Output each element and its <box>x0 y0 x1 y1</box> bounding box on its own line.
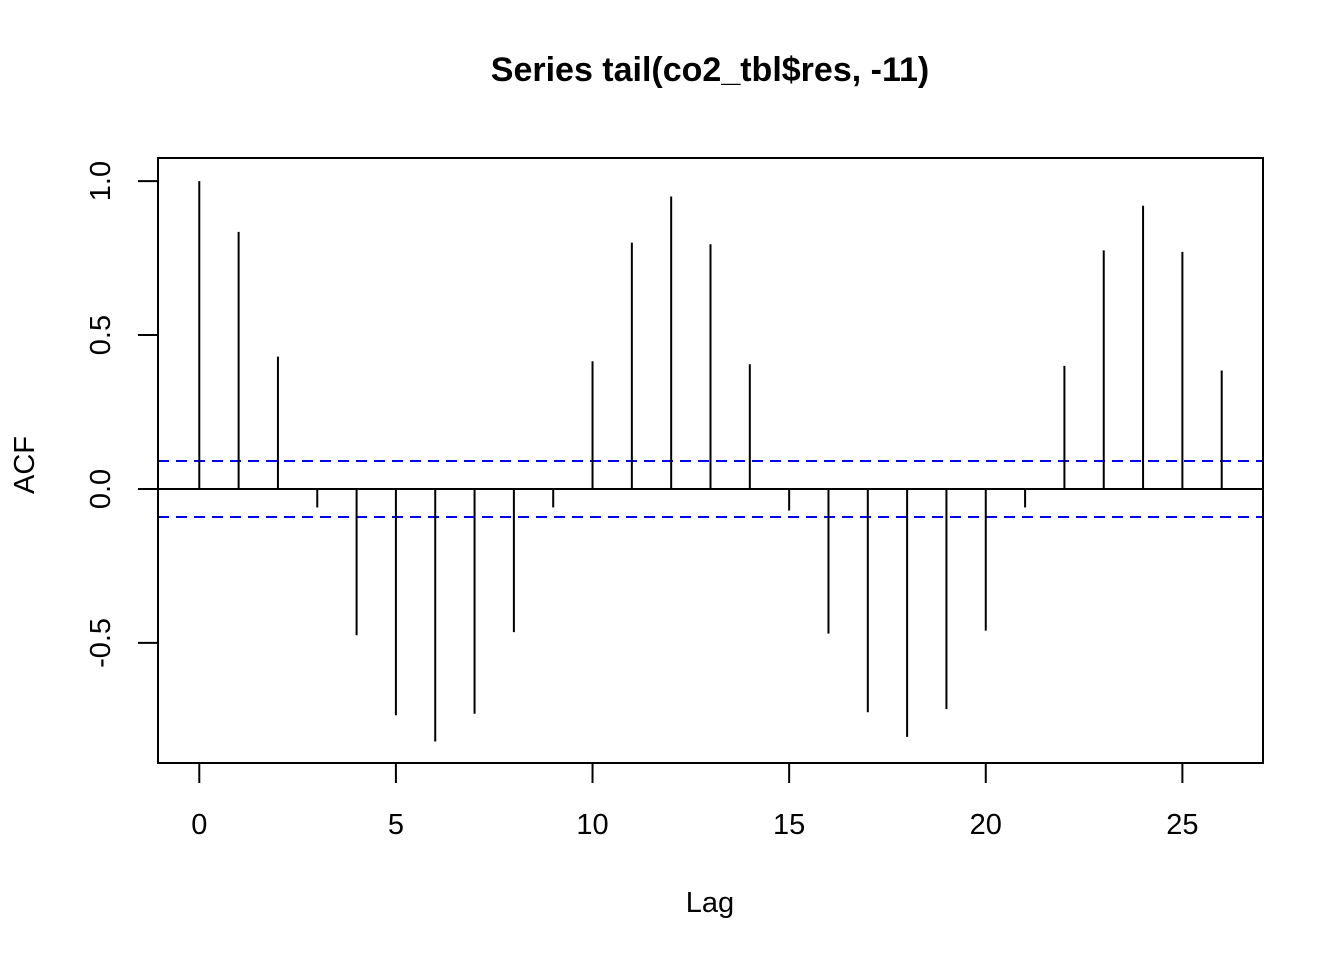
y-tick-label: 0.0 <box>85 469 117 509</box>
plot-frame <box>157 157 1264 764</box>
y-tick-label: 0.5 <box>85 315 117 355</box>
y-axis: -0.5 0.0 0.5 1.0 <box>85 161 158 668</box>
x-tick-label: 20 <box>970 809 1002 841</box>
x-axis: 0 5 10 15 20 25 <box>191 763 1199 841</box>
x-axis-label: Lag <box>686 887 734 919</box>
x-tick-label: 0 <box>191 809 207 841</box>
chart-title: Series tail(co2_tbl$res, -11) <box>491 51 929 89</box>
y-tick-label: 1.0 <box>85 161 117 201</box>
x-tick-label: 10 <box>576 809 608 841</box>
y-axis-label: ACF <box>9 436 41 494</box>
plot-area <box>158 181 1263 742</box>
x-tick-label: 15 <box>773 809 805 841</box>
x-tick-label: 5 <box>388 809 404 841</box>
x-tick-label: 25 <box>1166 809 1198 841</box>
y-tick-label: -0.5 <box>85 618 117 668</box>
